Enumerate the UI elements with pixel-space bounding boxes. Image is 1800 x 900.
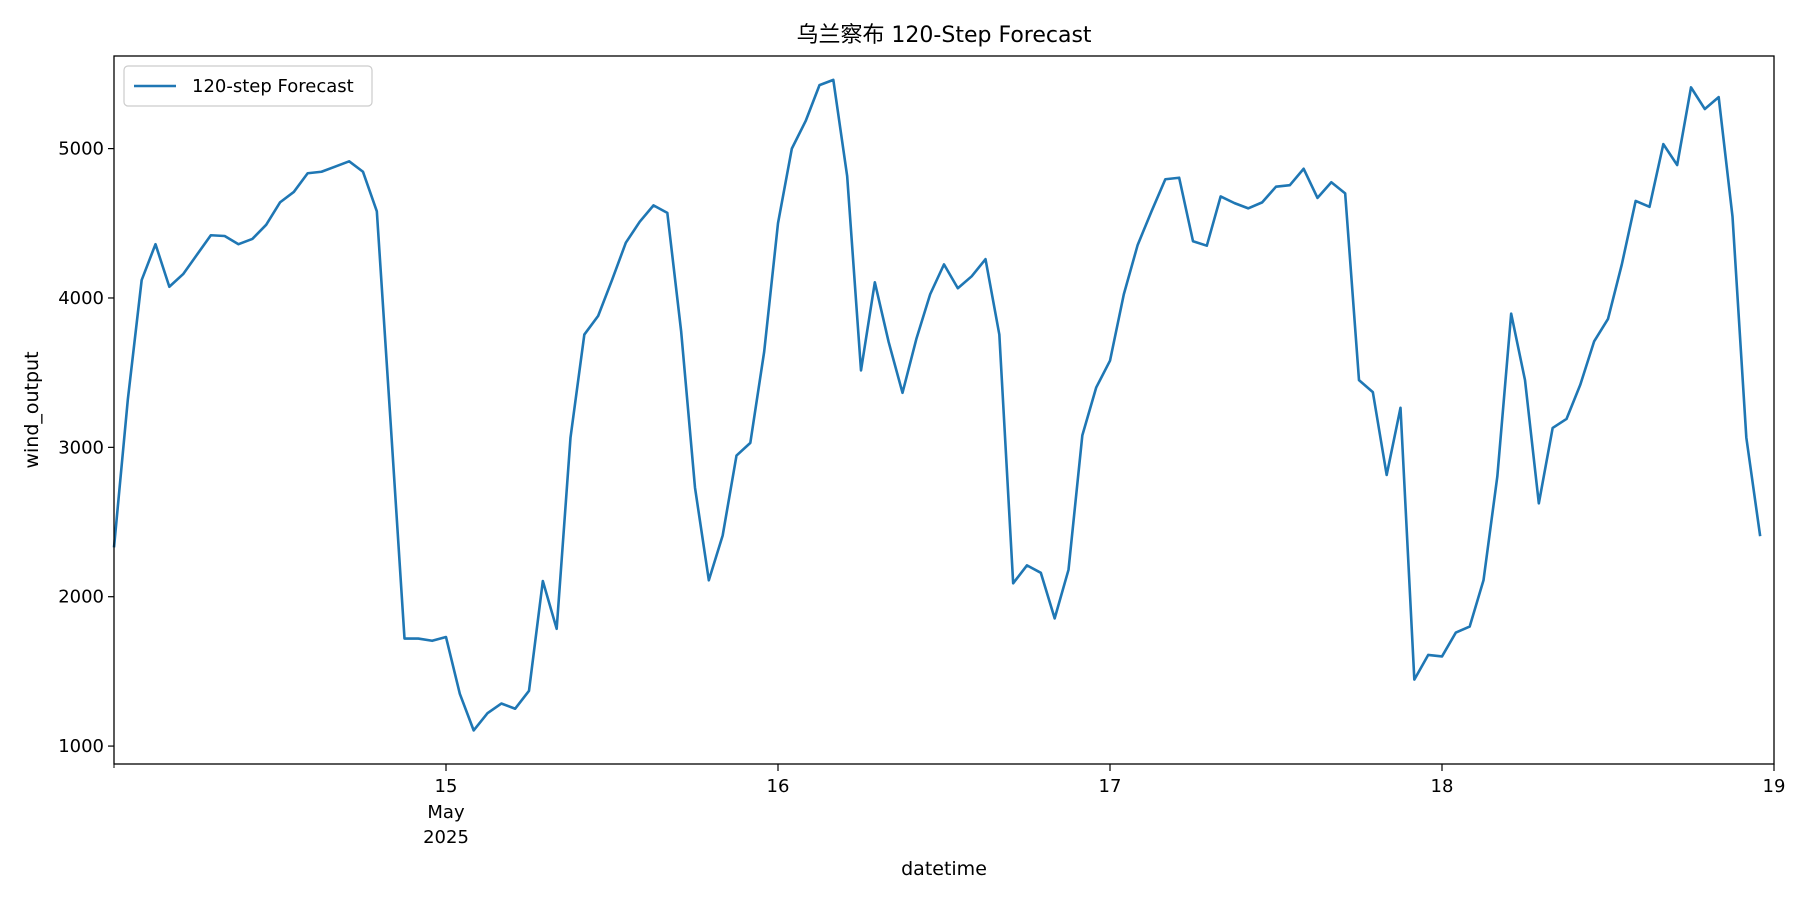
x-axis: 15 May 2025 16 17 18 19	[113, 764, 1786, 848]
x-tick-label: 17	[1099, 776, 1122, 797]
x-tick-sublabel: May	[427, 802, 465, 823]
series-line-120-step-forecast	[112, 78, 1762, 732]
plot-area-frame	[113, 55, 1775, 765]
x-tick-sublabel: 2025	[423, 827, 469, 848]
y-axis-label: wind_output	[21, 351, 43, 468]
chart-title: 乌兰察布 120-Step Forecast	[796, 23, 1091, 48]
y-tick-label: 2000	[58, 587, 104, 608]
legend-box	[123, 65, 373, 107]
x-tick-label: 16	[767, 776, 790, 797]
x-axis-label: datetime	[901, 858, 987, 880]
y-axis: 1000 2000 3000 4000 5000	[58, 139, 114, 757]
y-tick-label: 3000	[58, 437, 104, 458]
x-tick-label: 15	[435, 776, 458, 797]
y-tick-label: 4000	[58, 288, 104, 309]
y-tick-label: 5000	[58, 139, 104, 160]
x-tick-label: 18	[1431, 776, 1454, 797]
y-tick-label: 1000	[58, 736, 104, 757]
legend: 120-step Forecast	[123, 65, 373, 107]
legend-label: 120-step Forecast	[192, 76, 354, 97]
x-tick-label: 19	[1763, 776, 1786, 797]
